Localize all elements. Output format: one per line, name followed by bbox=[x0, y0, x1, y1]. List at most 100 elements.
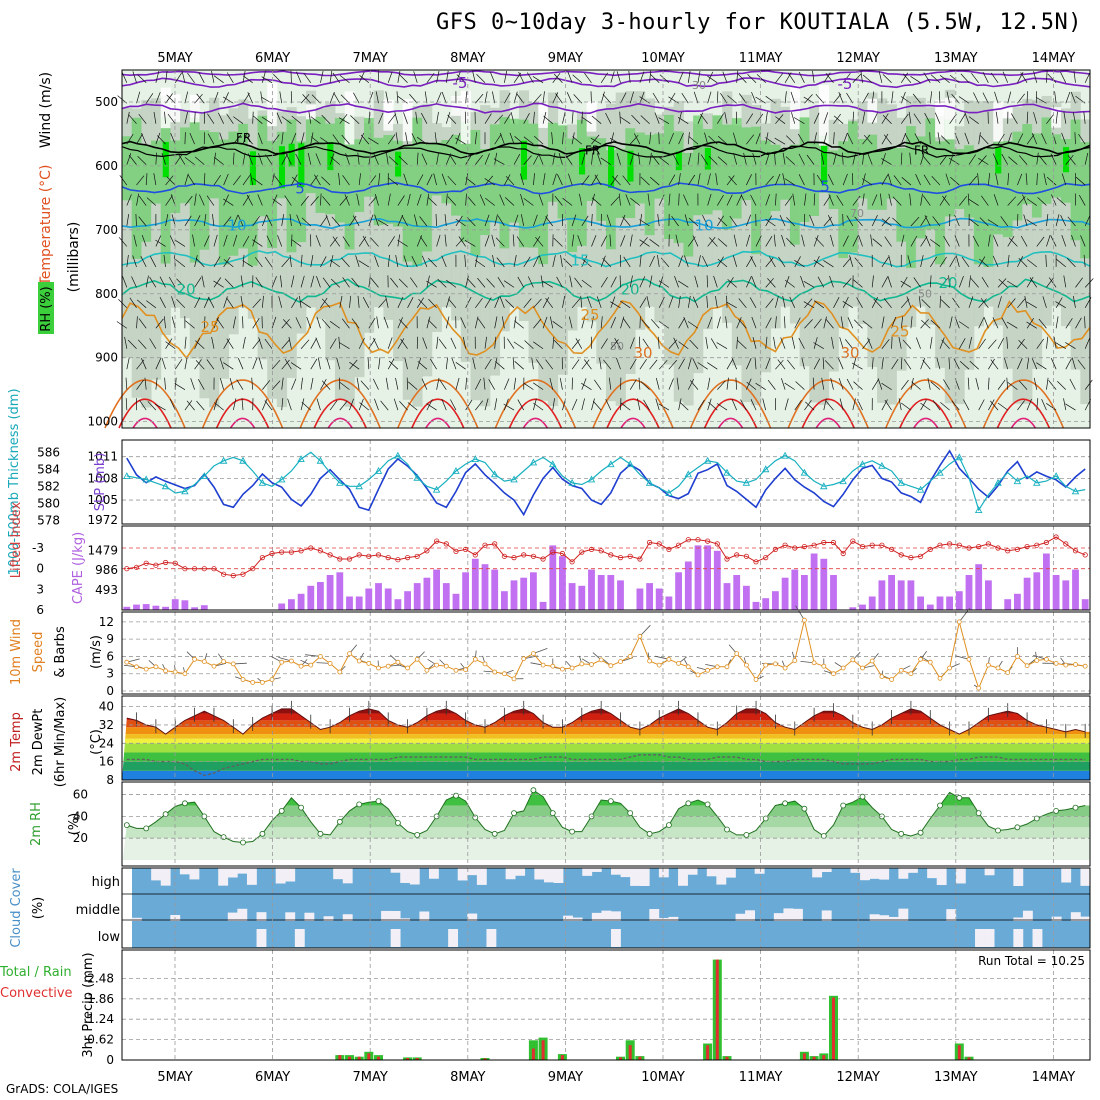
wind-speed-marker bbox=[966, 656, 972, 662]
li-marker bbox=[908, 554, 914, 561]
cape-bar bbox=[510, 580, 518, 610]
dewpoint-line bbox=[126, 754, 1086, 777]
wind-barb bbox=[823, 195, 831, 206]
wind-barb bbox=[702, 255, 708, 268]
wind-barb bbox=[620, 402, 631, 411]
cloud-high-gap bbox=[658, 868, 669, 878]
wind-barb bbox=[1026, 357, 1030, 370]
wind-barb bbox=[571, 111, 574, 124]
wind-barb bbox=[501, 316, 505, 329]
wind-speed-marker bbox=[656, 662, 662, 668]
wind-barb bbox=[824, 360, 834, 370]
wind-barb bbox=[862, 111, 866, 124]
wind-barb bbox=[997, 402, 1008, 411]
wind-barb bbox=[925, 235, 931, 247]
wind-barb bbox=[356, 193, 360, 206]
wind-barb bbox=[997, 379, 1006, 390]
cape-bar bbox=[646, 583, 653, 610]
wind-barb bbox=[992, 317, 999, 329]
thickness-marker bbox=[529, 458, 538, 466]
rh-green-column bbox=[722, 124, 733, 230]
cape-bar bbox=[355, 596, 363, 610]
wind-barb bbox=[358, 132, 365, 145]
rh-mid-column bbox=[635, 91, 646, 330]
isotherm-label: 5 bbox=[820, 177, 830, 195]
wind-barb bbox=[581, 279, 592, 288]
rh2m-marker bbox=[627, 810, 634, 816]
wind-barb bbox=[436, 92, 442, 104]
wind-barb bbox=[474, 132, 477, 145]
rh2m-marker bbox=[666, 822, 672, 828]
thickness-marker bbox=[1013, 477, 1022, 485]
li-marker bbox=[792, 545, 798, 551]
wind-barb bbox=[477, 277, 486, 288]
rh-green-column bbox=[596, 138, 607, 221]
wind-barb bbox=[1006, 336, 1009, 349]
li-marker bbox=[850, 538, 856, 544]
wind-barb bbox=[397, 195, 405, 206]
surface-wind-barb bbox=[533, 648, 548, 654]
wind-barb bbox=[707, 75, 718, 84]
wind-barb bbox=[136, 91, 141, 104]
wind-barb bbox=[426, 72, 435, 83]
cloud-high-gap bbox=[515, 868, 526, 876]
wind-barb bbox=[631, 114, 641, 124]
cloud-middle-gap bbox=[793, 908, 803, 921]
slp-line bbox=[126, 449, 1086, 517]
date-label-top: 10MAY bbox=[641, 51, 685, 66]
wind-barb bbox=[407, 193, 411, 206]
wind-barb bbox=[610, 132, 615, 145]
wind-barb bbox=[155, 358, 162, 370]
wind-barb bbox=[678, 358, 685, 370]
wind-barb bbox=[798, 71, 805, 83]
wind-barb bbox=[395, 255, 399, 267]
wind-barb bbox=[977, 173, 980, 186]
wind-barb bbox=[557, 174, 563, 186]
rh-green-column bbox=[731, 118, 743, 219]
isotherm-label: 10 bbox=[227, 216, 246, 234]
cloud-low-gap bbox=[611, 929, 621, 947]
wind-speed-marker bbox=[1005, 670, 1011, 675]
wind-barb bbox=[602, 257, 612, 268]
thickness-marker bbox=[936, 468, 944, 476]
wind-barb bbox=[971, 72, 979, 83]
wind-barb bbox=[959, 195, 968, 206]
wind-barb bbox=[213, 398, 218, 411]
wind-barb bbox=[339, 113, 348, 124]
wind-barb bbox=[690, 380, 699, 390]
wind-barb bbox=[1084, 337, 1091, 349]
isotherm-35-lobe bbox=[899, 398, 953, 429]
isotherm-40-lobe bbox=[425, 417, 451, 429]
wind-barb bbox=[284, 195, 292, 206]
wind-barb bbox=[320, 256, 327, 268]
wind-barb bbox=[155, 152, 157, 165]
wind-barb bbox=[264, 256, 273, 268]
wind-barb bbox=[542, 173, 546, 186]
wind-barb bbox=[655, 398, 660, 411]
rh-dry-column bbox=[267, 82, 278, 127]
rh-mid-column bbox=[180, 110, 191, 319]
temp-band bbox=[122, 738, 1090, 744]
wind-barb bbox=[329, 91, 335, 104]
wind-barb bbox=[972, 235, 979, 247]
wind-barb bbox=[847, 317, 854, 329]
wind-barb bbox=[494, 296, 500, 308]
run-total-label: Run Total = 10.25 bbox=[978, 954, 1085, 968]
isotherm-35-lobe bbox=[606, 398, 660, 429]
li-marker bbox=[472, 552, 478, 558]
wind-barb bbox=[1065, 318, 1073, 329]
cloud-high-gap bbox=[342, 868, 353, 884]
wind-barb bbox=[332, 72, 341, 83]
precip-convective-bar bbox=[531, 1048, 535, 1060]
wind-barb bbox=[360, 134, 370, 145]
wind-barb bbox=[639, 91, 645, 104]
wind-barb bbox=[271, 316, 277, 329]
wind-barb bbox=[553, 237, 563, 247]
thickness-marker bbox=[626, 460, 634, 468]
rh-bright-column bbox=[278, 146, 286, 189]
rh-mid-column bbox=[1080, 119, 1091, 405]
wind-barb bbox=[252, 298, 261, 309]
rh-green-column bbox=[635, 132, 646, 204]
wind-barb bbox=[358, 236, 367, 247]
wind-speed-marker bbox=[385, 663, 391, 669]
